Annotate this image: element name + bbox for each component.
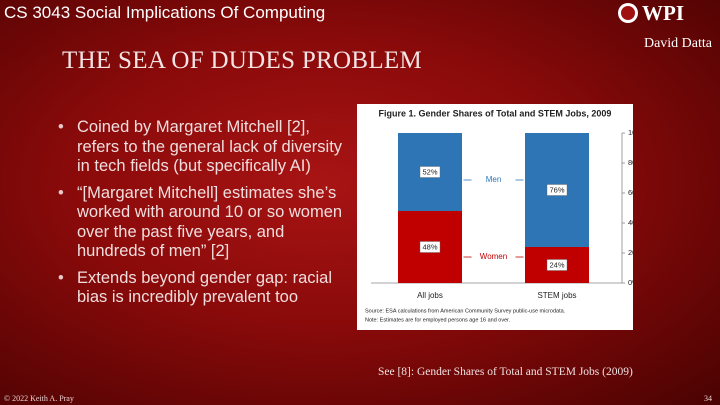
legend-label: Men bbox=[486, 175, 502, 184]
logo-text: WPI bbox=[642, 1, 684, 25]
logo: WPI bbox=[618, 1, 684, 25]
bullet-list: Coined by Margaret Mitchell [2], refers … bbox=[56, 118, 346, 315]
value-label-box bbox=[546, 259, 568, 271]
value-label: 76% bbox=[549, 185, 564, 194]
slide-title: THE SEA OF DUDES PROBLEM bbox=[62, 47, 423, 74]
chart-title: Figure 1. Gender Shares of Total and STE… bbox=[379, 108, 612, 118]
y-tick-label: 60% bbox=[628, 188, 633, 197]
y-tick-label: 80% bbox=[628, 158, 633, 167]
caption: See [8]: Gender Shares of Total and STEM… bbox=[378, 366, 633, 378]
value-label: 52% bbox=[422, 167, 437, 176]
y-tick-label: 20% bbox=[628, 248, 633, 257]
chart: Figure 1. Gender Shares of Total and STE… bbox=[357, 104, 633, 330]
value-label: 48% bbox=[422, 242, 437, 251]
author: David Datta bbox=[643, 36, 712, 51]
bullet: Extends beyond gender gap: racial bias i… bbox=[56, 269, 346, 308]
course-title: CS 3043 Social Implications Of Computing bbox=[4, 3, 326, 22]
y-tick-label: 40% bbox=[628, 218, 633, 227]
y-tick-label: 0% bbox=[628, 278, 633, 287]
copyright: © 2022 Keith A. Pray bbox=[4, 394, 74, 403]
value-label-box bbox=[419, 166, 441, 178]
chart-note: Note: Estimates are for employed persons… bbox=[365, 317, 511, 323]
value-label-box bbox=[546, 184, 568, 196]
page-number: 34 bbox=[704, 394, 712, 403]
y-tick-label: 100% bbox=[628, 128, 633, 137]
value-label: 24% bbox=[549, 260, 564, 269]
x-tick-label: All jobs bbox=[417, 291, 443, 300]
legend-label: Women bbox=[480, 252, 507, 261]
logo-seal-inner bbox=[621, 6, 635, 20]
bullet: Coined by Margaret Mitchell [2], refers … bbox=[56, 118, 346, 177]
chart-note: Source: ESA calculations from American C… bbox=[365, 308, 566, 314]
x-tick-label: STEM jobs bbox=[537, 291, 576, 300]
bullet: “[Margaret Mitchell] estimates she’s wor… bbox=[56, 184, 346, 262]
value-label-box bbox=[419, 241, 441, 253]
